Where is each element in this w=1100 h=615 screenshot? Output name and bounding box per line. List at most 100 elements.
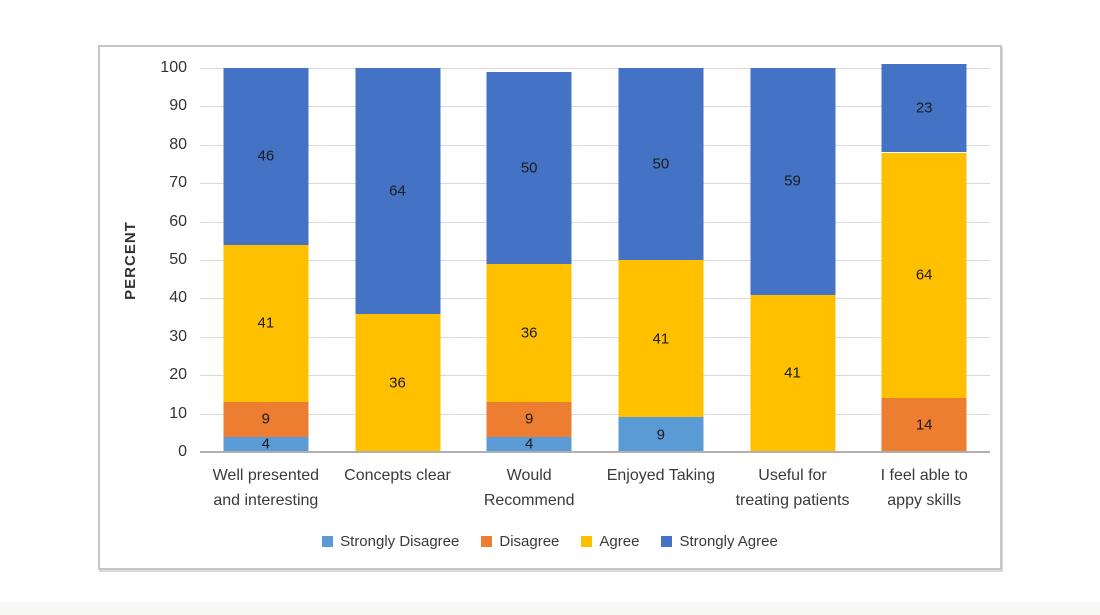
bar-segment <box>618 68 704 260</box>
legend-label: Agree <box>599 532 640 550</box>
bar-segment <box>881 152 967 399</box>
x-category-label-line: Useful for <box>758 467 827 484</box>
y-tick-label: 80 <box>169 135 187 153</box>
x-category-label-line: and interesting <box>213 492 319 509</box>
gridline <box>200 413 990 415</box>
y-tick-label: 90 <box>169 97 187 115</box>
legend-swatch-icon <box>322 535 334 547</box>
gridline <box>200 375 990 377</box>
bar-value-label: 64 <box>915 266 933 284</box>
gridline <box>200 260 990 261</box>
bar-segment <box>223 436 309 452</box>
legend: Strongly Disagree Disagree Agree Strongly A… <box>100 531 1000 551</box>
bar-value-label: 9 <box>261 410 270 428</box>
y-tick-label: 30 <box>169 327 187 345</box>
legend-label: Strongly Disagree <box>340 532 460 550</box>
gridline <box>200 336 990 338</box>
bar-value-label: 4 <box>261 435 270 453</box>
plot-area: 0 10 20 30 40 50 60 70 80 90 100 4 9 41 46 36 64 4 9 36 50 9… <box>160 59 990 460</box>
x-category-label: Enjoyed Taking <box>595 463 727 513</box>
gridline <box>200 298 990 300</box>
bar-segment <box>486 263 572 403</box>
x-category-label-line: appy skills <box>887 492 962 509</box>
category-slot: 14 64 23 <box>858 64 990 452</box>
y-tick-label: 60 <box>169 212 187 230</box>
gridline <box>200 106 990 108</box>
gridline <box>200 221 990 223</box>
x-category-label: Concepts clear <box>332 463 464 513</box>
bar-segment <box>486 436 572 452</box>
bar-value-label: 36 <box>389 374 406 392</box>
gridline <box>200 183 990 185</box>
x-axis-line <box>200 451 990 453</box>
category-slot: 36 64 <box>332 68 464 452</box>
y-tick-label: 100 <box>160 59 187 76</box>
bar-segment <box>750 68 836 295</box>
bar-value-label: 23 <box>915 99 933 117</box>
x-category-label-line: treating patients <box>735 492 850 509</box>
x-category-label-line: Recommend <box>483 492 575 509</box>
bar-value-label: 9 <box>656 426 666 444</box>
legend-item: Disagree <box>481 533 559 550</box>
legend-item: Strongly Agree <box>661 532 778 550</box>
y-tick-label: 50 <box>169 251 187 268</box>
category-slot: 9 41 50 <box>595 68 727 452</box>
bar-value-label: 41 <box>257 314 275 332</box>
bottom-strip <box>0 602 1100 615</box>
x-category-label-line: I feel able to <box>880 467 968 484</box>
bar-segment <box>618 260 704 418</box>
stacked-bar: 14 64 23 <box>881 64 967 452</box>
x-category-label-line: Well presented <box>212 467 320 484</box>
y-tick-label: 40 <box>169 289 187 307</box>
bar-segment <box>486 402 572 437</box>
stacked-bar: 36 64 <box>355 68 440 452</box>
bar-value-label: 41 <box>652 330 670 348</box>
bar-value-label: 50 <box>520 159 538 177</box>
bar-value-label: 14 <box>915 416 933 434</box>
bar-value-label: 4 <box>525 435 534 453</box>
gridline <box>200 68 990 69</box>
bars-container: 4 9 41 46 36 64 4 9 36 50 9 41 50 41 59 14 64 23 <box>200 64 990 453</box>
legend-label: Strongly Agree <box>679 532 778 550</box>
bar-segment <box>355 313 440 452</box>
category-slot: 4 9 41 46 <box>200 68 332 453</box>
bar-segment <box>223 68 309 245</box>
legend-item: Strongly Disagree <box>322 533 459 550</box>
stacked-bar: 4 9 36 50 <box>486 68 572 453</box>
legend-item: Agree <box>581 533 639 550</box>
stacked-bar: 4 9 41 46 <box>223 68 309 453</box>
bar-segment <box>223 402 309 437</box>
bar-segment <box>881 398 967 452</box>
stacked-bar: 9 41 50 <box>618 68 704 452</box>
x-category-label-line: Would <box>506 467 552 484</box>
bar-segment <box>881 64 967 153</box>
y-axis-title: PERCENT <box>121 220 139 300</box>
y-tick-label: 70 <box>169 174 187 192</box>
legend-label: Disagree <box>499 532 560 550</box>
legend-swatch-icon <box>661 535 673 547</box>
bar-segment <box>618 417 704 452</box>
x-category-label: Would Recommend <box>463 463 595 513</box>
x-category-label: I feel able to appy skills <box>858 463 990 513</box>
y-tick-label: 10 <box>169 404 187 422</box>
x-axis-category-labels: Well presented and interesting Concepts cl… <box>200 463 990 513</box>
bar-segment <box>750 294 836 452</box>
bar-value-label: 64 <box>389 182 406 200</box>
legend-swatch-icon <box>581 535 593 547</box>
bar-segment <box>355 68 440 314</box>
gridline <box>200 144 990 146</box>
bar-segment <box>486 71 572 264</box>
bar-value-label: 9 <box>525 410 534 428</box>
bar-value-label: 36 <box>520 324 538 342</box>
legend-swatch-icon <box>481 535 493 547</box>
x-category-label: Useful for treating patients <box>727 463 859 513</box>
y-axis-title-container: PERCENT <box>118 68 142 452</box>
y-tick-label: 20 <box>169 366 187 384</box>
bar-value-label: 59 <box>784 172 801 190</box>
category-slot: 41 59 <box>727 68 859 452</box>
category-slot: 4 9 36 50 <box>463 68 595 453</box>
bar-segment <box>223 244 309 403</box>
bar-value-label: 46 <box>257 147 275 165</box>
y-tick-label: 0 <box>178 443 187 460</box>
